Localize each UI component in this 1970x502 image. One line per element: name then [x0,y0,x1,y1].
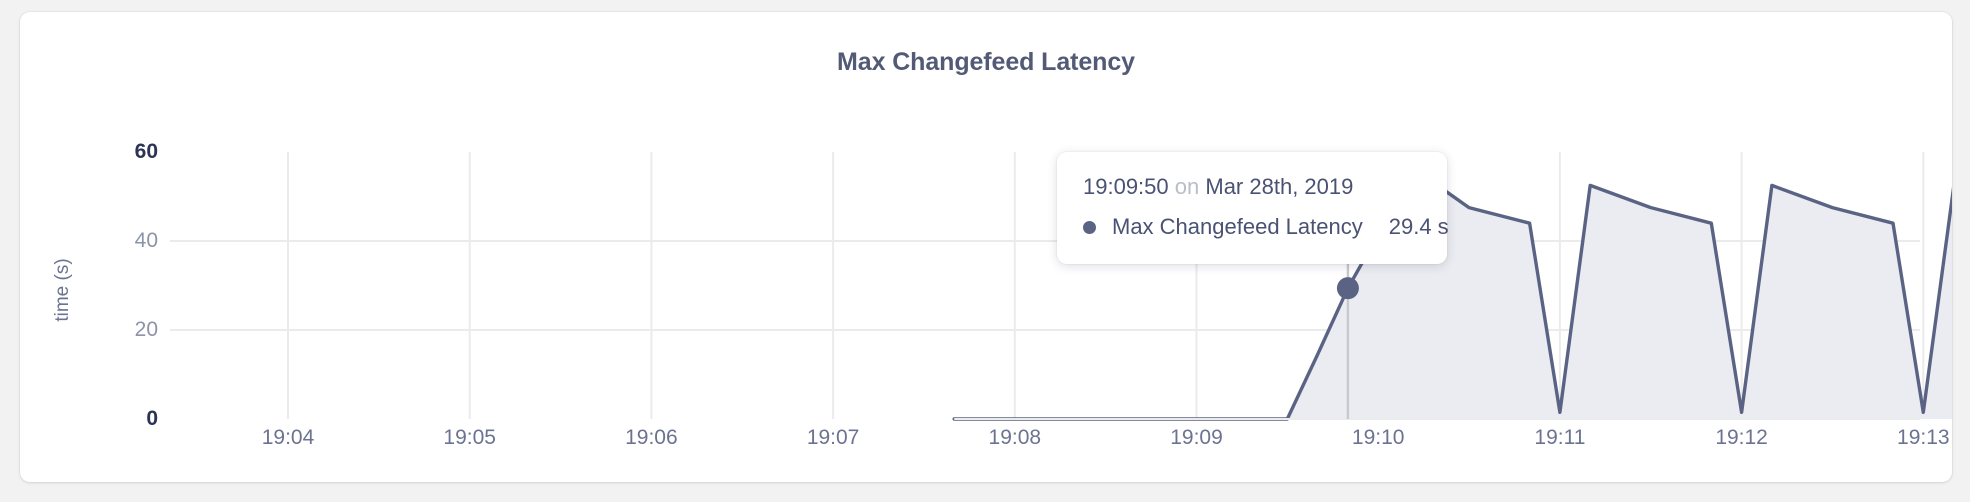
tooltip-date: Mar 28th, 2019 [1205,174,1354,199]
tooltip-on-word: on [1174,174,1200,199]
x-axis-tick-19-06: 19:06 [625,426,678,449]
x-axis-tick-19-09: 19:09 [1170,426,1223,449]
x-axis-tick-19-11: 19:11 [1534,426,1586,449]
tooltip-timestamp: 19:09:50 on Mar 28th, 2019 [1083,174,1421,200]
y-axis-tick-20: 20 [134,318,158,341]
x-axis-tick-19-08: 19:08 [988,426,1042,449]
x-axis-tick-19-05: 19:05 [443,426,496,449]
x-axis-tick-19-12: 19:12 [1715,426,1768,449]
tooltip-time: 19:09:50 [1083,174,1169,199]
y-axis-tick-0: 0 [146,407,158,430]
hover-marker-dot[interactable] [1336,277,1359,300]
tooltip-series-name: Max Changefeed Latency [1112,214,1363,239]
tooltip-series-value: 29.4 s [1388,214,1449,239]
series-area-fill [954,185,1952,419]
series-color-dot-icon [1083,220,1096,234]
y-axis-tick-40: 40 [134,229,158,252]
tooltip-series-row: Max Changefeed Latency 29.4 s [1083,214,1449,240]
x-axis-tick-19-07: 19:07 [806,426,860,449]
y-axis-tick-60: 60 [134,140,158,163]
x-axis-tick-19-13: 19:13 [1897,426,1950,449]
chart-card: Max Changefeed Latency time (s) 0 20 40 60 … [20,12,1952,482]
x-axis-tick-19-10: 19:10 [1351,426,1405,449]
hover-tooltip: 19:09:50 on Mar 28th, 2019 Max Changefee… [1057,152,1449,264]
x-axis-tick-19-04: 19:04 [261,426,315,449]
chart-canvas[interactable] [20,12,1952,482]
plot-area: time (s) 0 20 40 60 19:04 19:05 19:06 19:07 19:… [20,12,1952,482]
page-title: Max Changefeed Latency [837,48,1135,76]
